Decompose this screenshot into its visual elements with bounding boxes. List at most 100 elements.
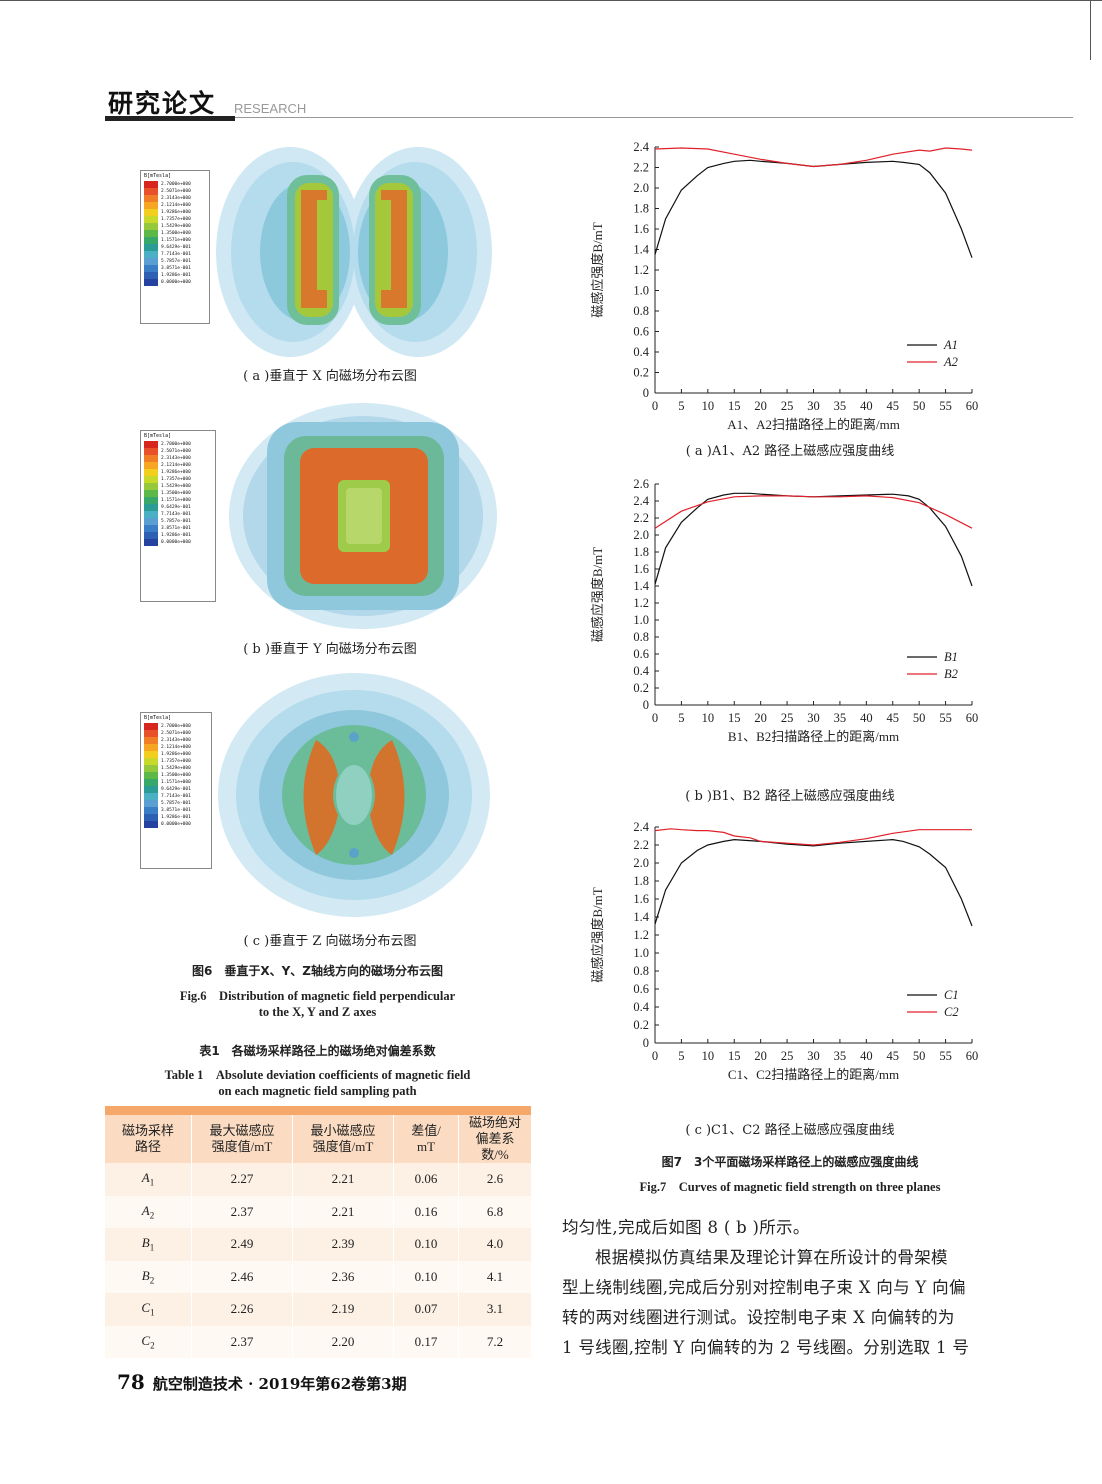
legend-value: 0.0000e+000 <box>161 822 191 827</box>
legend-swatch <box>144 237 158 244</box>
legend-swatch <box>144 483 158 490</box>
table-cell: 4.1 <box>458 1260 531 1293</box>
legend-value: 2.7000e+000 <box>161 442 191 447</box>
legend-entry: 1.9286e-001 <box>141 272 209 279</box>
legend-value: 1.9286e-001 <box>161 533 191 538</box>
y-axis-label: 磁感应强度B/mT <box>590 887 605 982</box>
legend-value: 1.7357e+000 <box>161 759 191 764</box>
legend-value: 7.7143e-001 <box>161 512 191 517</box>
x-axis-label: A1、A2扫描路径上的距离/mm <box>727 417 900 432</box>
x-tick-label: 20 <box>754 399 767 413</box>
legend-swatch <box>144 511 158 518</box>
table-cell: 2.6 <box>458 1163 531 1196</box>
x-tick-label: 40 <box>860 1049 873 1063</box>
legend-value: 9.6429e-001 <box>161 505 191 510</box>
legend-swatch <box>144 765 158 772</box>
legend-value: 5.7857e-001 <box>161 259 191 264</box>
legend-value: 9.6429e-001 <box>161 245 191 250</box>
legend-value: 2.3143e+000 <box>161 738 191 743</box>
table1-top-band <box>105 1106 531 1115</box>
y-tick-label: 0.2 <box>633 681 649 695</box>
table-cell: C1 <box>105 1293 192 1326</box>
table-cell: 2.27 <box>191 1163 293 1196</box>
legend-entry: 1.1571e+000 <box>141 237 209 244</box>
legend-entry: 1.7357e+000 <box>141 216 209 223</box>
x-tick-label: 55 <box>939 399 952 413</box>
legend-entry: 2.1214e+000 <box>141 744 211 751</box>
legend-value: 2.5071e+000 <box>161 189 191 194</box>
legend-value: 5.7857e-001 <box>161 519 191 524</box>
legend-value: 2.1214e+000 <box>161 463 191 468</box>
legend-entry: 1.3500e+000 <box>141 772 211 779</box>
legend-swatch <box>144 518 158 525</box>
legend-entry: 0.0000e+000 <box>141 279 209 286</box>
table-header-cell: 磁场采样 路径 <box>105 1115 192 1163</box>
fig7b-subcaption: ( b )B1、B2 路径上磁感应强度曲线 <box>685 789 895 804</box>
legend-value: 1.1571e+000 <box>161 780 191 785</box>
legend-entry: 1.1571e+000 <box>141 779 211 786</box>
legend-entry: 1.9286e-001 <box>141 532 215 539</box>
legend-value: 1.3500e+000 <box>161 491 191 496</box>
y-tick-label: 1.6 <box>633 222 649 236</box>
fig6b-subcaption: ( b )垂直于 Y 向磁场分布云图 <box>243 642 417 657</box>
legend-swatch <box>144 265 158 272</box>
x-tick-label: 30 <box>807 1049 820 1063</box>
legend-swatch <box>144 476 158 483</box>
legend-swatch <box>144 230 158 237</box>
legend-swatch <box>144 441 158 448</box>
y-tick-label: 1.6 <box>633 892 649 906</box>
legend-entry: 1.3500e+000 <box>141 230 209 237</box>
table-header-row: 磁场采样 路径 最大磁感应 强度值/mT 最小磁感应 强度值/mT 差值/mT 磁场绝… <box>105 1115 531 1163</box>
y-tick-label: 0.4 <box>633 1000 649 1014</box>
legend-label: C1 <box>944 988 959 1002</box>
fig6c-legend: B[mTesla] 2.7000e+000 2.5071e+000 2.3143e+… <box>140 712 212 869</box>
x-tick-label: 30 <box>807 399 820 413</box>
page-footer: 78 航空制造技术 · 2019年第62卷第3期 <box>117 1370 407 1394</box>
legend-swatch <box>144 814 158 821</box>
y-tick-label: 2.4 <box>633 494 649 508</box>
legend-value: 1.9286e-001 <box>161 815 191 820</box>
corner-mark <box>1090 0 1091 60</box>
fig7c-chart: 0 0.2 0.4 0.6 0.8 1.0 1.2 1.4 1.6 1.8 2.0 2.2 2.4 0 5 1… <box>590 820 978 1082</box>
table-row: A1 2.27 2.21 0.06 2.6 <box>105 1163 531 1196</box>
legend-value: 1.9286e+000 <box>161 752 191 757</box>
series-line-C1 <box>654 838 973 927</box>
legend-value: 1.5429e+000 <box>161 224 191 229</box>
x-tick-label: 15 <box>728 399 741 413</box>
legend-swatch <box>144 821 158 828</box>
y-tick-label: 1.4 <box>633 243 649 257</box>
page-number: 78 <box>117 1370 145 1394</box>
table-cell: 2.21 <box>292 1195 394 1228</box>
legend-entry: 2.1214e+000 <box>141 202 209 209</box>
y-tick-label: 1.0 <box>633 946 649 960</box>
x-tick-label: 50 <box>913 399 926 413</box>
fig6a-panel: B[mTesla] 2.7000e+000 2.5071e+000 2.3143e+… <box>140 145 520 360</box>
legend-value: 1.1571e+000 <box>161 498 191 503</box>
legend-entry: 9.6429e-001 <box>141 786 211 793</box>
table-row: B2 2.46 2.36 0.10 4.1 <box>105 1260 531 1293</box>
table-cell: 2.39 <box>292 1228 394 1261</box>
x-tick-label: 25 <box>781 711 794 725</box>
legend-value: 1.3500e+000 <box>161 231 191 236</box>
table-cell: 3.1 <box>458 1293 531 1326</box>
legend-swatch <box>144 532 158 539</box>
legend-entry: 2.7000e+000 <box>141 181 209 188</box>
fig7c-subcaption: ( c )C1、C2 路径上磁感应强度曲线 <box>685 1123 895 1138</box>
legend-swatch <box>144 490 158 497</box>
legend-swatch <box>144 251 158 258</box>
x-tick-label: 15 <box>728 1049 741 1063</box>
legend-entry: 2.3143e+000 <box>141 737 211 744</box>
x-tick-label: 45 <box>887 1049 900 1063</box>
table-cell: A1 <box>105 1163 192 1196</box>
table-cell: B2 <box>105 1260 192 1293</box>
table-cell: 6.8 <box>458 1195 531 1228</box>
table1-title-en-1: Table 1 Absolute deviation coefficients … <box>164 1068 471 1082</box>
legend-entry: 1.3500e+000 <box>141 490 215 497</box>
table-row: B1 2.49 2.39 0.10 4.0 <box>105 1228 531 1261</box>
legend-value: 2.1214e+000 <box>161 745 191 750</box>
legend-swatch <box>144 751 158 758</box>
legend-swatch <box>144 758 158 765</box>
y-tick-label: 0.4 <box>633 664 649 678</box>
table-cell: 4.0 <box>458 1228 531 1261</box>
y-tick-label: 0 <box>643 698 649 712</box>
